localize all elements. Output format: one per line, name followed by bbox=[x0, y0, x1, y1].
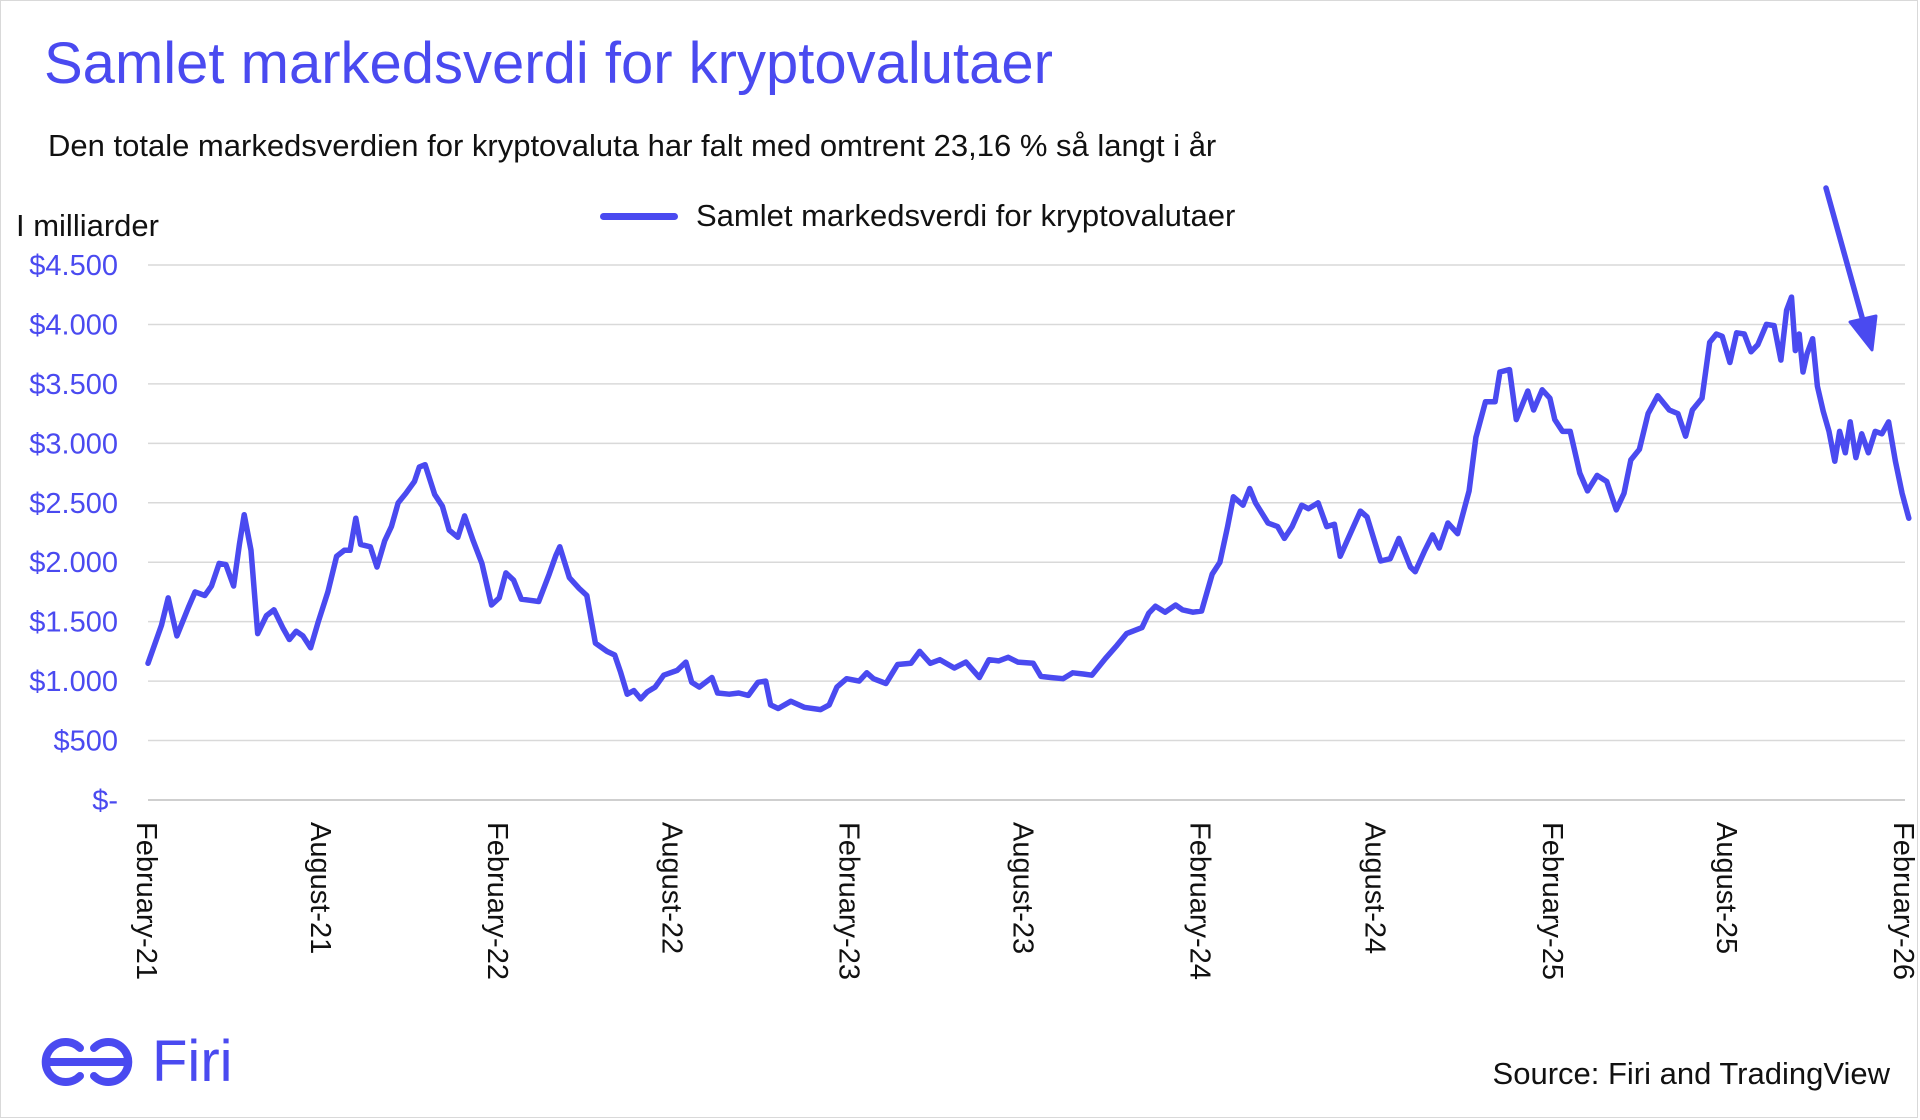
y-tick-label: $4.000 bbox=[29, 309, 118, 341]
chart-legend: Samlet markedsverdi for kryptovalutaer bbox=[600, 198, 1235, 234]
y-tick-label: $- bbox=[92, 785, 118, 817]
y-tick-label: $3.000 bbox=[29, 428, 118, 460]
x-tick-label: February-21 bbox=[130, 822, 162, 980]
x-tick-label: February-23 bbox=[832, 822, 864, 980]
series-line bbox=[145, 294, 1912, 713]
firi-logo: Firi bbox=[36, 1028, 233, 1095]
logo-text: Firi bbox=[152, 1029, 233, 1094]
x-tick-label: February-24 bbox=[1184, 822, 1216, 980]
y-tick-label: $500 bbox=[53, 726, 118, 758]
y-tick-label: $2.500 bbox=[29, 488, 118, 520]
y-tick-label: $3.500 bbox=[29, 369, 118, 401]
y-tick-label: $1.500 bbox=[29, 607, 118, 639]
chart-title: Samlet markedsverdi for kryptovalutaer bbox=[44, 31, 1053, 96]
y-tick-label: $2.000 bbox=[29, 547, 118, 579]
x-tick-label: August-22 bbox=[655, 822, 687, 954]
source-note: Source: Firi and TradingView bbox=[1492, 1056, 1890, 1091]
arrow-down-icon bbox=[1823, 185, 1868, 331]
x-tick-label: August-21 bbox=[304, 822, 336, 954]
y-tick-label: $4.500 bbox=[29, 250, 118, 282]
x-tick-label: August-23 bbox=[1007, 822, 1039, 954]
x-tick-label: February-26 bbox=[1887, 822, 1919, 980]
firi-logo-icon bbox=[41, 1037, 133, 1086]
arrow-head-icon bbox=[1848, 314, 1878, 352]
line-chart: $- $500 $1.000 $1.500 $2.000 $2.500 $3.000 $3.5… bbox=[29, 185, 1919, 980]
x-tick-label: August-25 bbox=[1710, 822, 1742, 954]
y-axis-label: I milliarder bbox=[16, 208, 159, 243]
chart-subtitle: Den totale markedsverdien for kryptovalu… bbox=[48, 128, 1217, 163]
legend-swatch bbox=[600, 212, 678, 220]
x-tick-label: February-22 bbox=[481, 822, 513, 980]
x-tick-label: August-24 bbox=[1359, 822, 1391, 954]
y-tick-label: $1.000 bbox=[29, 666, 118, 698]
x-tick-label: February-25 bbox=[1536, 822, 1568, 980]
legend-label: Samlet markedsverdi for kryptovalutaer bbox=[696, 198, 1236, 233]
